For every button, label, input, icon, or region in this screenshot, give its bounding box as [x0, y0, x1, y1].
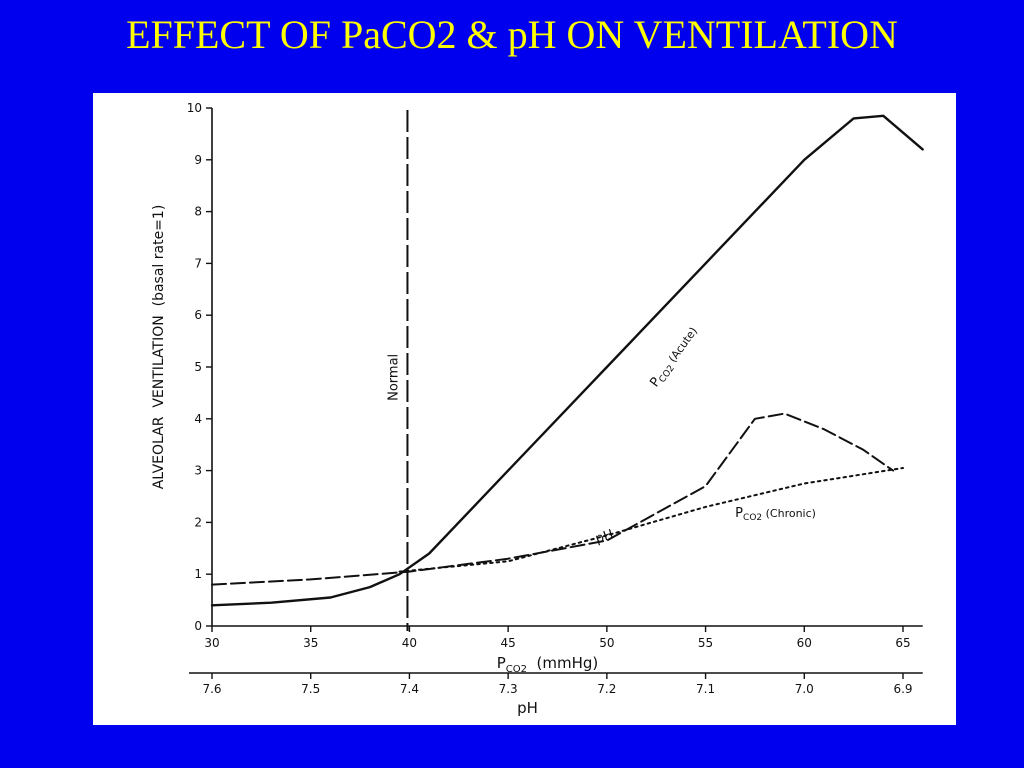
ph-tick-label: 7.2	[597, 682, 616, 696]
y-axis-title: ALVEOLAR VENTILATION (basal rate=1)	[151, 205, 167, 490]
x-tick-label: 45	[501, 636, 516, 650]
y-tick-label: 10	[187, 101, 202, 115]
ph-tick-label: 6.9	[893, 682, 912, 696]
ph-tick-label: 7.0	[795, 682, 814, 696]
series-label-0: PCO2 (Acute)	[647, 324, 702, 391]
x-axis-title: PCO2 (mmHg)	[497, 654, 599, 675]
y-tick-label: 5	[194, 360, 202, 374]
y-tick-label: 8	[194, 205, 202, 219]
x-tick-label: 55	[698, 636, 713, 650]
y-tick-label: 1	[194, 567, 202, 581]
series-line-1	[211, 412, 895, 586]
y-tick-label: 7	[194, 256, 202, 270]
x-tick-label: 35	[303, 636, 318, 650]
ph-tick-label: 7.3	[499, 682, 518, 696]
y-tick-label: 3	[194, 464, 202, 478]
slide-title: EFFECT OF PaCO2 & pH ON VENTILATION	[126, 12, 898, 57]
ph-tick-label: 7.6	[202, 682, 221, 696]
ph-tick-label: 7.4	[400, 682, 419, 696]
x-tick-label: 65	[895, 636, 910, 650]
series-label-2: PCO2 (Chronic)	[735, 506, 816, 523]
series-line-0	[210, 114, 924, 607]
y-tick-label: 0	[194, 619, 202, 633]
y-tick-label: 4	[194, 412, 202, 426]
ph-axis-title: pH	[517, 699, 538, 717]
ph-tick-label: 7.1	[696, 682, 715, 696]
normal-reference-label: Normal	[386, 354, 401, 401]
x-tick-label: 40	[402, 636, 417, 650]
y-tick-label: 2	[194, 515, 202, 529]
chart-panel: 0 1 2 3 4 5 6 7 8 9 10 30 35 40 45 50 55 60 65 7.6 7.5 7.4 7.3…	[93, 93, 956, 725]
series-label-1: pH	[594, 527, 616, 547]
ph-tick-label: 7.5	[301, 682, 320, 696]
y-tick-label: 6	[194, 308, 202, 322]
x-tick-label: 50	[599, 636, 614, 650]
series-line-2	[398, 467, 904, 573]
x-tick-label: 30	[204, 636, 219, 650]
x-tick-label: 60	[797, 636, 812, 650]
y-tick-label: 9	[194, 153, 202, 167]
